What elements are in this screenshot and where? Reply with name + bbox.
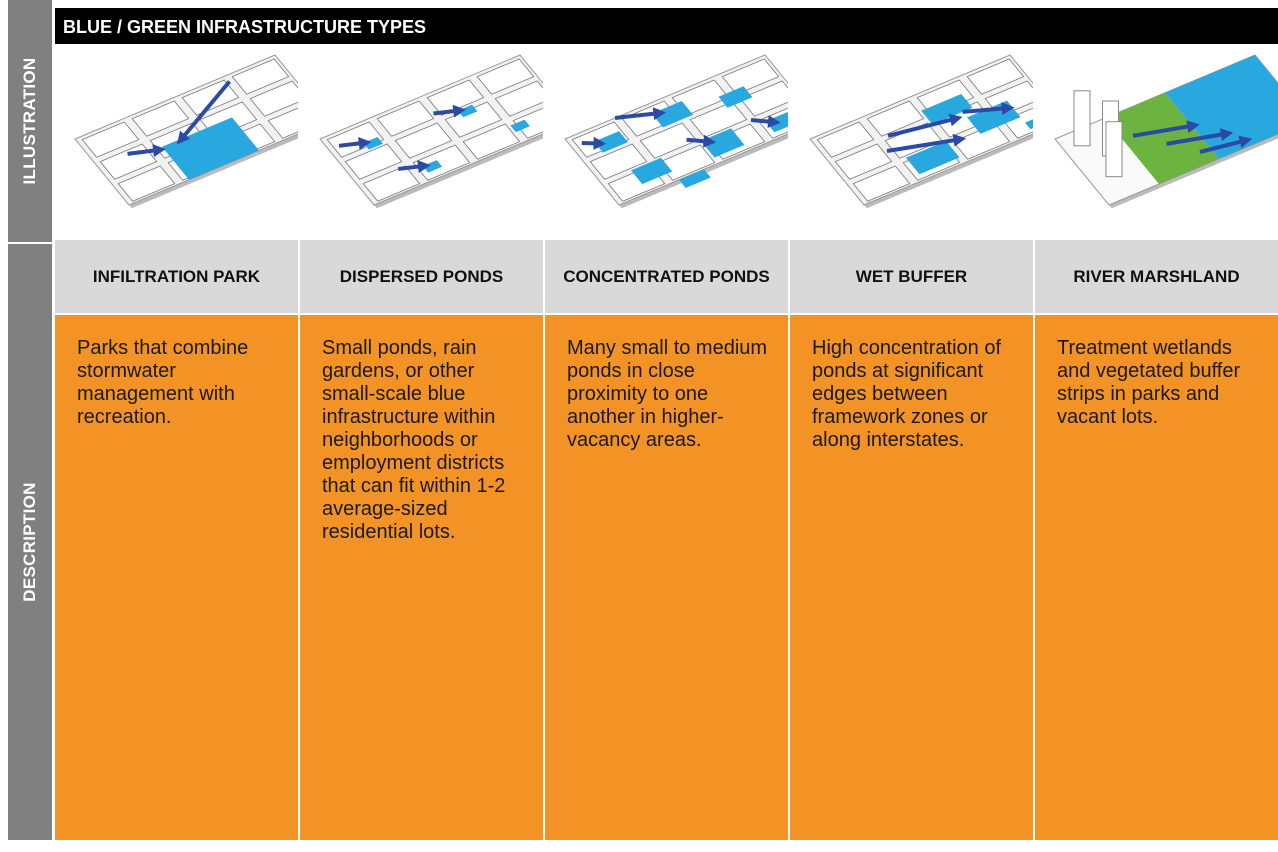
title-bar: BLUE / GREEN INFRASTRUCTURE TYPES bbox=[55, 8, 1278, 44]
pond bbox=[458, 104, 478, 118]
block bbox=[394, 122, 453, 159]
description: Small ponds, rain gardens, or other smal… bbox=[300, 315, 543, 840]
block bbox=[476, 58, 535, 95]
block bbox=[657, 144, 716, 181]
base-edge bbox=[129, 121, 332, 209]
arrow-head bbox=[1186, 120, 1200, 133]
pond bbox=[651, 101, 693, 128]
flow-arrow bbox=[887, 116, 956, 138]
flow-arrow bbox=[1199, 138, 1245, 154]
side-bar: ILLUSTRATION bbox=[8, 0, 52, 242]
flow-arrow bbox=[1132, 123, 1193, 138]
arrow-head bbox=[1219, 128, 1234, 142]
base-edge bbox=[619, 121, 822, 209]
tower bbox=[1105, 121, 1123, 178]
flow-arrow bbox=[962, 106, 1007, 114]
block bbox=[866, 100, 925, 137]
isometric-map bbox=[1054, 54, 1278, 209]
marsh bbox=[1105, 92, 1219, 184]
river bbox=[1165, 55, 1278, 159]
illustration bbox=[55, 44, 332, 240]
block bbox=[589, 143, 648, 180]
pond bbox=[701, 128, 745, 158]
block bbox=[326, 121, 385, 158]
flow-arrow bbox=[886, 137, 959, 153]
block bbox=[966, 58, 1025, 95]
block bbox=[362, 165, 421, 202]
side-label: ILLUSTRATION bbox=[20, 57, 39, 185]
pond bbox=[162, 117, 259, 180]
block bbox=[834, 143, 893, 180]
isometric-map bbox=[74, 54, 332, 209]
isometric-map bbox=[319, 54, 577, 209]
tower bbox=[1073, 90, 1091, 147]
column-header: DISPERSED PONDS bbox=[300, 240, 543, 313]
column-header: WET BUFFER bbox=[790, 240, 1033, 313]
side-bar: DESCRIPTION bbox=[8, 244, 52, 840]
column-header: INFILTRATION PARK bbox=[55, 240, 298, 313]
isometric-map bbox=[564, 54, 822, 209]
block bbox=[81, 121, 140, 158]
flow-arrow bbox=[614, 111, 659, 120]
illustration bbox=[545, 44, 822, 240]
base-edge bbox=[1109, 134, 1278, 209]
base-edge bbox=[374, 121, 577, 209]
arrow-head bbox=[452, 104, 466, 118]
base-edge bbox=[864, 121, 1067, 209]
illustration bbox=[790, 44, 1067, 240]
arrow-head bbox=[652, 107, 667, 121]
side-label: DESCRIPTION bbox=[20, 482, 39, 602]
description: Parks that combine stormwater management… bbox=[55, 315, 298, 840]
illustration bbox=[300, 44, 577, 240]
description: High concentration of ponds at significa… bbox=[790, 315, 1033, 840]
column-header: RIVER MARSHLAND bbox=[1035, 240, 1278, 313]
pond bbox=[718, 86, 753, 108]
arrow-head bbox=[1001, 102, 1015, 116]
block bbox=[852, 165, 911, 202]
pond bbox=[422, 160, 443, 173]
description: Treatment wetlands and vegetated buffer … bbox=[1035, 315, 1278, 840]
arrow-head bbox=[152, 144, 166, 158]
arrow-head bbox=[948, 113, 963, 127]
pond bbox=[679, 169, 711, 189]
title: BLUE / GREEN INFRASTRUCTURE TYPES bbox=[63, 17, 427, 37]
description: Many small to medium ponds in close prox… bbox=[545, 315, 788, 840]
arrow-head bbox=[593, 136, 607, 150]
block bbox=[426, 79, 485, 116]
pond bbox=[363, 137, 383, 150]
block bbox=[131, 100, 190, 137]
arrow-head bbox=[176, 130, 190, 145]
column-header: CONCENTRATED PONDS bbox=[545, 240, 788, 313]
block bbox=[462, 123, 521, 160]
block bbox=[117, 165, 176, 202]
arrow-head bbox=[417, 160, 431, 174]
illustration bbox=[1035, 44, 1278, 240]
block bbox=[344, 143, 403, 180]
block bbox=[231, 58, 290, 95]
isometric-map bbox=[809, 54, 1067, 209]
flow-arrow bbox=[180, 80, 232, 140]
pond bbox=[510, 119, 530, 133]
flow-arrow bbox=[127, 148, 159, 156]
pond bbox=[906, 141, 960, 175]
block bbox=[721, 58, 780, 95]
block bbox=[376, 100, 435, 137]
arrow-head bbox=[358, 137, 372, 150]
pond bbox=[631, 157, 673, 185]
arrow-head bbox=[952, 133, 967, 147]
arrow-head bbox=[702, 134, 717, 148]
block bbox=[689, 101, 748, 138]
flow-arrow bbox=[1166, 131, 1226, 146]
pond bbox=[594, 131, 628, 153]
block bbox=[816, 121, 875, 158]
pond bbox=[921, 93, 973, 125]
arrow-head bbox=[1238, 135, 1253, 149]
arrow-head bbox=[767, 115, 781, 128]
